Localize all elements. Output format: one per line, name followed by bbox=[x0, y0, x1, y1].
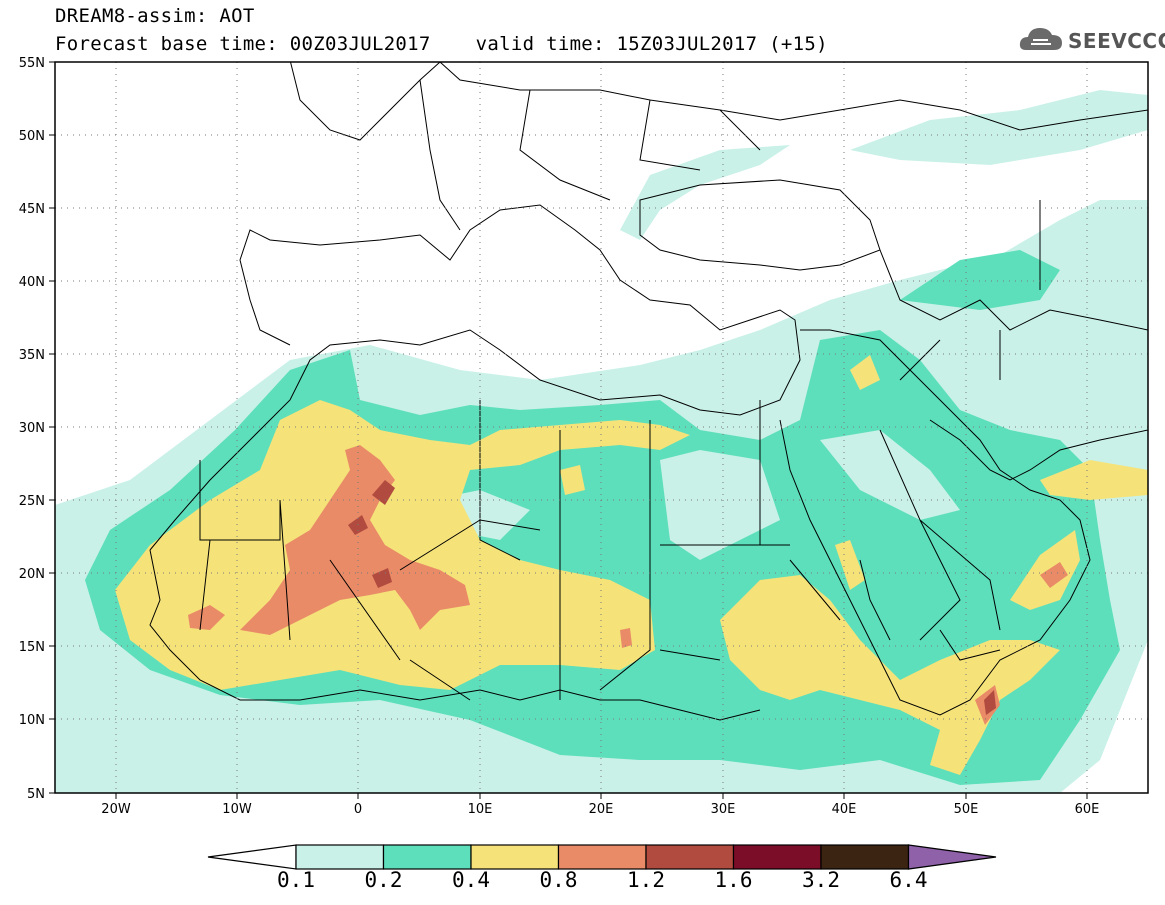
colorbar-label: 3.2 bbox=[802, 868, 840, 892]
lon-label: 10E bbox=[468, 802, 493, 817]
seevccc-logo: SEEVCCC bbox=[1018, 22, 1165, 56]
aot-contour-0.8 bbox=[240, 445, 470, 635]
colorbar-swatch-1.2 bbox=[645, 844, 735, 870]
colorbar-label: 0.1 bbox=[277, 868, 315, 892]
colorbar-label: 0.8 bbox=[539, 868, 578, 892]
valid-time: valid time: 15Z03JUL2017 (+15) bbox=[475, 33, 828, 55]
lat-labels: 55N 50N 45N 40N 35N 30N 25N 20N 15N 10N … bbox=[19, 56, 45, 802]
colorbar-label: 0.2 bbox=[364, 868, 403, 892]
lon-label: 60E bbox=[1075, 802, 1100, 817]
base-time: Forecast base time: 00Z03JUL2017 bbox=[55, 33, 431, 55]
lat-label: 35N bbox=[19, 348, 45, 363]
aot-contour-0.2 bbox=[900, 250, 1060, 310]
lon-labels: 20W 10W 0 10E 20E 30E 40E 50E 60E bbox=[101, 802, 1099, 817]
aot-contour-0.4 bbox=[720, 575, 1060, 775]
colorbar-swatch-1.6 bbox=[732, 844, 822, 870]
colorbar-swatch-below-0.1 bbox=[207, 844, 297, 870]
lat-label: 30N bbox=[19, 421, 45, 436]
aot-contour-1.2 bbox=[984, 690, 996, 715]
colorbar-swatch-0.2 bbox=[382, 844, 472, 870]
lon-label: 20E bbox=[589, 802, 614, 817]
aot-contour-0.4 bbox=[560, 465, 585, 495]
lat-label: 20N bbox=[19, 567, 45, 582]
colorbar-swatch-0.4 bbox=[470, 844, 560, 870]
map-title: DREAM8-assim: AOT bbox=[55, 5, 255, 27]
lon-label: 0 bbox=[354, 802, 362, 817]
lat-label: 50N bbox=[19, 129, 45, 144]
colorbar-swatch-0.1 bbox=[295, 844, 385, 870]
aot-contour-1.2 bbox=[372, 480, 395, 505]
aot-contour-0.1 bbox=[660, 450, 780, 560]
aot-contour-0.1 bbox=[850, 90, 1148, 165]
aot-contour-0.1 bbox=[820, 430, 960, 520]
lat-label: 25N bbox=[19, 494, 45, 509]
lat-label: 5N bbox=[27, 787, 45, 802]
lon-label: 20W bbox=[101, 802, 131, 817]
colorbar-label: 1.2 bbox=[627, 868, 665, 892]
aot-contour-0.4 bbox=[1040, 460, 1148, 500]
aot-contour-0.4 bbox=[850, 355, 880, 390]
lat-label: 15N bbox=[19, 640, 45, 655]
aot-contour-0.4 bbox=[1010, 530, 1080, 610]
cloud-icon bbox=[1019, 28, 1062, 50]
aot-contour-0.1 bbox=[620, 145, 790, 240]
colorbar-swatch-0.8 bbox=[557, 844, 647, 870]
colorbar-swatch-3.2 bbox=[820, 844, 910, 870]
lat-label: 40N bbox=[19, 275, 45, 290]
lat-label: 55N bbox=[19, 56, 45, 71]
colorbar-label: 1.6 bbox=[714, 868, 753, 892]
axis-ticks bbox=[49, 61, 1088, 799]
lon-label: 10W bbox=[222, 802, 252, 817]
aot-contour-0.8 bbox=[188, 605, 225, 630]
lon-label: 50E bbox=[954, 802, 979, 817]
logo-text: SEEVCCC bbox=[1068, 29, 1165, 53]
lon-label: 40E bbox=[832, 802, 857, 817]
graticule bbox=[55, 62, 1148, 793]
map-subtitle: Forecast base time: 00Z03JUL2017 valid ti… bbox=[55, 34, 828, 54]
aot-contour-0.8 bbox=[620, 628, 632, 648]
aot-contour-1.2 bbox=[372, 568, 392, 588]
lat-label: 45N bbox=[19, 202, 45, 217]
coastlines-and-borders bbox=[149, 62, 1148, 721]
colorbar-label: 0.4 bbox=[452, 868, 490, 892]
aot-contour-0.4 bbox=[835, 540, 865, 590]
colorbar-swatch-above-6.4 bbox=[907, 844, 997, 870]
lat-label: 10N bbox=[19, 713, 45, 728]
colorbar-label: 6.4 bbox=[889, 868, 928, 892]
lon-label: 30E bbox=[711, 802, 736, 817]
aot-contour-0.8 bbox=[1040, 562, 1068, 588]
